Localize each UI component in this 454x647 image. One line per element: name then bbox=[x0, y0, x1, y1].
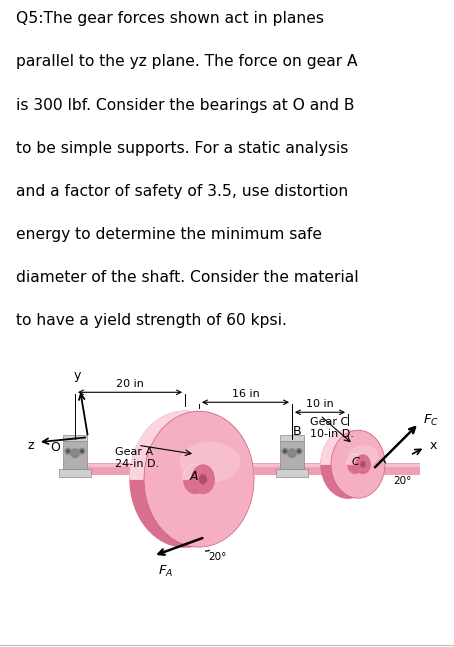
Circle shape bbox=[281, 448, 288, 455]
Bar bbox=[59, 469, 91, 477]
Text: O: O bbox=[50, 441, 60, 454]
Ellipse shape bbox=[180, 442, 240, 483]
Bar bbox=[280, 441, 304, 469]
Text: Gear A
24-in D.: Gear A 24-in D. bbox=[115, 447, 159, 469]
Ellipse shape bbox=[287, 448, 297, 458]
Bar bbox=[63, 435, 87, 441]
Text: 16 in: 16 in bbox=[232, 389, 259, 399]
Text: 20°: 20° bbox=[208, 552, 227, 562]
Circle shape bbox=[296, 448, 302, 455]
Ellipse shape bbox=[70, 448, 80, 458]
Circle shape bbox=[80, 449, 84, 453]
Text: $F_A$: $F_A$ bbox=[158, 564, 173, 579]
Ellipse shape bbox=[360, 461, 366, 468]
Text: and a factor of safety of 3.5, use distortion: and a factor of safety of 3.5, use disto… bbox=[16, 184, 348, 199]
Circle shape bbox=[66, 449, 70, 453]
Text: diameter of the shaft. Consider the material: diameter of the shaft. Consider the mate… bbox=[16, 270, 359, 285]
Text: B: B bbox=[293, 424, 301, 438]
Text: to be simple supports. For a static analysis: to be simple supports. For a static anal… bbox=[16, 140, 348, 156]
Bar bbox=[280, 435, 304, 441]
Circle shape bbox=[79, 448, 85, 455]
Circle shape bbox=[64, 448, 71, 455]
Ellipse shape bbox=[130, 411, 240, 547]
Polygon shape bbox=[347, 454, 371, 464]
Text: $F_C$: $F_C$ bbox=[423, 413, 439, 428]
Circle shape bbox=[283, 449, 287, 453]
Text: x: x bbox=[430, 439, 437, 452]
Circle shape bbox=[297, 449, 301, 453]
Ellipse shape bbox=[199, 474, 207, 485]
Bar bbox=[72, 463, 420, 475]
Text: Gear C
10-in D.: Gear C 10-in D. bbox=[310, 417, 354, 439]
Ellipse shape bbox=[331, 430, 385, 498]
Text: energy to determine the minimum safe: energy to determine the minimum safe bbox=[16, 227, 322, 242]
Ellipse shape bbox=[355, 454, 371, 474]
Polygon shape bbox=[183, 465, 215, 479]
Ellipse shape bbox=[347, 454, 363, 474]
Text: C: C bbox=[351, 457, 359, 467]
Ellipse shape bbox=[321, 430, 375, 498]
Text: y: y bbox=[73, 369, 81, 382]
Ellipse shape bbox=[191, 464, 215, 494]
Text: Q5:The gear forces shown act in planes: Q5:The gear forces shown act in planes bbox=[16, 11, 324, 27]
Text: z: z bbox=[28, 439, 34, 452]
Ellipse shape bbox=[144, 411, 254, 547]
Text: 20 in: 20 in bbox=[116, 379, 144, 389]
Text: parallel to the yz plane. The force on gear A: parallel to the yz plane. The force on g… bbox=[16, 54, 357, 69]
Bar bbox=[72, 464, 420, 466]
Polygon shape bbox=[321, 430, 385, 464]
Text: 10 in: 10 in bbox=[306, 399, 334, 410]
Text: is 300 lbf. Consider the bearings at O and B: is 300 lbf. Consider the bearings at O a… bbox=[16, 98, 355, 113]
Ellipse shape bbox=[349, 446, 378, 466]
Text: to have a yield strength of 60 kpsi.: to have a yield strength of 60 kpsi. bbox=[16, 313, 287, 328]
Polygon shape bbox=[130, 411, 254, 479]
Bar bbox=[276, 469, 308, 477]
Text: 20°: 20° bbox=[393, 476, 411, 486]
Text: A: A bbox=[190, 470, 198, 483]
Bar bbox=[63, 441, 87, 469]
Ellipse shape bbox=[183, 464, 207, 494]
